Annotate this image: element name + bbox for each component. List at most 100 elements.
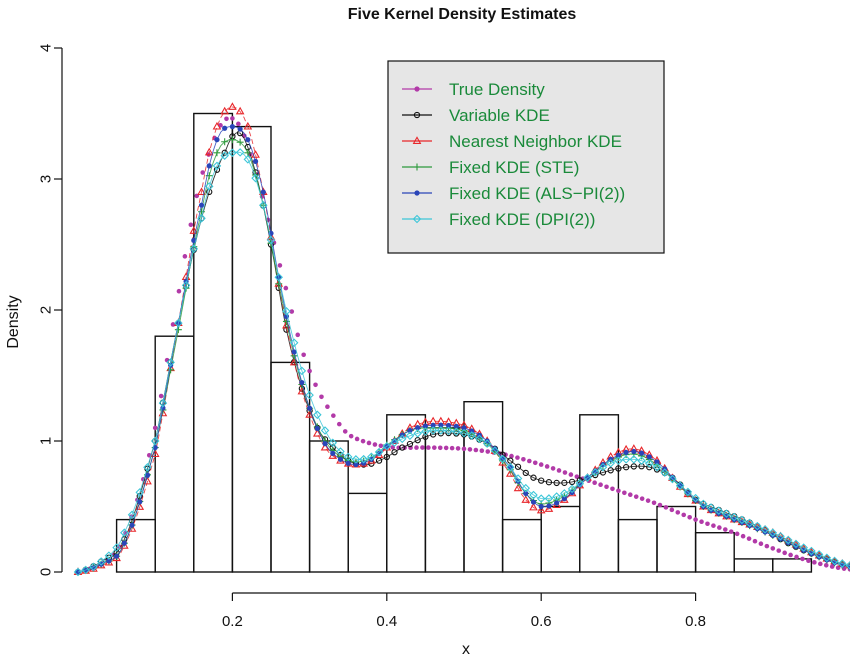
series-point (426, 445, 431, 450)
legend-entry: Variable KDE (402, 106, 550, 125)
x-tick-label: 0.6 (531, 613, 552, 630)
legend-entry: Fixed KDE (STE) (402, 158, 579, 177)
series-point (651, 500, 657, 506)
series-point (621, 455, 631, 464)
series-point (166, 358, 175, 367)
series-point (645, 498, 651, 503)
series-point (747, 522, 753, 529)
series-point (112, 543, 121, 552)
series-point (320, 426, 330, 435)
series-point (104, 551, 114, 560)
series-point (532, 460, 538, 466)
series-point (144, 472, 151, 478)
series-point (374, 447, 384, 457)
y-tick-label: 2 (37, 306, 54, 314)
series-point (443, 445, 449, 451)
series-point (360, 438, 366, 444)
series-point (800, 556, 805, 562)
series-point (553, 479, 560, 487)
series-point (699, 519, 704, 525)
series-point (197, 187, 206, 196)
chart-title: Five Kernel Density Estimates (348, 6, 577, 23)
series-point (590, 468, 600, 477)
y-tick-label: 4 (37, 44, 54, 52)
series-point (444, 426, 453, 436)
series-point (461, 425, 467, 431)
series-layer (73, 102, 850, 577)
series-point (592, 480, 597, 486)
series-point (228, 136, 236, 144)
series-point (538, 503, 544, 510)
series-point (529, 490, 538, 500)
series-point (135, 488, 145, 497)
series-point (73, 567, 83, 577)
series-point (204, 147, 214, 156)
histogram-bar (772, 558, 813, 573)
series-point (816, 554, 822, 560)
series-point (705, 521, 710, 527)
series-point (98, 561, 104, 567)
y-tick-label: 1 (37, 437, 54, 445)
series-point (845, 561, 850, 570)
series-point (328, 438, 338, 447)
series-point (568, 478, 576, 486)
series-point (152, 425, 158, 431)
series-point (420, 445, 425, 450)
series-point (544, 464, 550, 469)
series-point (764, 543, 770, 549)
series-point (706, 503, 716, 512)
series-point (552, 492, 561, 501)
series-point (793, 543, 799, 550)
series-point (633, 494, 639, 499)
series-point (89, 562, 98, 572)
series-point (313, 410, 322, 420)
series-point (150, 436, 160, 446)
series-point (514, 463, 522, 470)
series-point (799, 543, 808, 552)
series-point (776, 531, 785, 541)
series-point (182, 254, 188, 259)
series-point (758, 541, 764, 546)
series-point (739, 519, 745, 526)
series-point (243, 155, 253, 164)
series-point (561, 479, 568, 486)
series-point (762, 529, 768, 535)
series-point (436, 426, 446, 435)
series-point (785, 540, 791, 546)
series-point (623, 449, 629, 455)
series-point (808, 551, 815, 557)
series-point (283, 285, 289, 291)
series-point (313, 382, 318, 388)
series-point (814, 550, 824, 559)
series-point (237, 126, 243, 132)
series-point (453, 423, 459, 429)
series-point (513, 483, 523, 492)
legend-label: Fixed KDE (STE) (449, 158, 579, 177)
axes: 0 1 2 3 4 0.2 0.4 0.6 0.8 (37, 44, 706, 630)
histogram-bar (463, 401, 504, 573)
series-point (550, 466, 556, 471)
series-point (575, 478, 585, 488)
series-point (348, 433, 354, 439)
series-point (236, 121, 241, 127)
series-point (469, 428, 475, 434)
series-point (236, 138, 244, 146)
series-point (197, 214, 206, 223)
series-point (801, 547, 807, 553)
series-point (600, 461, 606, 468)
series-point (717, 525, 722, 530)
series-point (449, 445, 455, 451)
series-point (222, 125, 228, 131)
series-point (482, 439, 492, 448)
series-point (812, 560, 817, 565)
series-point (336, 447, 345, 456)
histogram (115, 112, 813, 573)
series-point (220, 151, 229, 160)
series-point (668, 474, 677, 484)
series-point (114, 553, 120, 559)
series-point (428, 426, 438, 435)
histogram-bar (694, 532, 735, 573)
series-point (390, 445, 396, 450)
series-point (515, 455, 520, 460)
